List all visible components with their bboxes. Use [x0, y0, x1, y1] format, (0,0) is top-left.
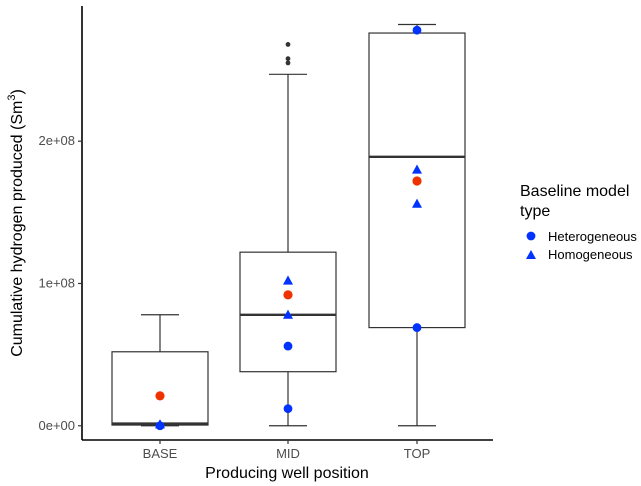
y-axis-title-close: ) — [9, 89, 26, 94]
legend-label-homogeneous: Homogeneous — [548, 247, 633, 262]
y-axis-title: Cumulative hydrogen produced (Sm3) — [6, 89, 26, 357]
y-axis-title-main: Cumulative hydrogen produced (Sm — [9, 101, 26, 357]
outlier-mid-1 — [285, 56, 291, 62]
homogeneous-point-top-4 — [412, 198, 422, 208]
mean-point-top — [412, 176, 422, 186]
heterogeneous-point-mid-2 — [283, 404, 293, 414]
legend-heterogeneous-circle-icon — [526, 231, 536, 241]
mean-point-base — [155, 391, 165, 401]
box-mid — [239, 251, 337, 373]
y-tick-label-0: 0e+00 — [38, 418, 75, 433]
homogeneous-point-mid-1 — [283, 275, 293, 285]
x-tick-label-top: TOP — [404, 446, 431, 461]
heterogeneous-point-mid-1 — [283, 341, 293, 351]
legend-label-heterogeneous: Heterogeneous — [548, 229, 637, 244]
boxes-layer — [111, 23, 466, 427]
y-tick-label-1: 1e+08 — [38, 275, 75, 290]
x-tick-label-mid: MID — [276, 446, 300, 461]
x-axis-title: Producing well position — [205, 465, 369, 482]
points-layer — [155, 25, 422, 431]
outlier-mid-0 — [285, 60, 291, 66]
homogeneous-point-top-3 — [412, 164, 422, 174]
outliers-layer — [285, 42, 291, 66]
y-ticks: 0e+00 1e+08 2e+08 — [38, 133, 82, 433]
box-base — [111, 351, 209, 426]
homogeneous-point-mid-2 — [283, 309, 293, 319]
mean-point-mid — [283, 290, 293, 300]
x-tick-label-base: BASE — [143, 446, 178, 461]
heterogeneous-point-top-3 — [412, 25, 422, 35]
x-ticks: BASE MID TOP — [143, 440, 431, 461]
legend-homogeneous-triangle-icon — [526, 250, 536, 259]
heterogeneous-point-top-4 — [412, 323, 422, 332]
legend-title-line2: type — [520, 203, 550, 220]
legend: Baseline model type Heterogeneous Homoge… — [520, 183, 637, 262]
y-tick-label-2: 2e+08 — [38, 133, 75, 148]
homogeneous-point-base-0 — [155, 419, 165, 429]
y-axis-title-sup: 3 — [6, 95, 18, 101]
outlier-mid-2 — [285, 42, 291, 47]
legend-title-line1: Baseline model — [520, 183, 629, 200]
